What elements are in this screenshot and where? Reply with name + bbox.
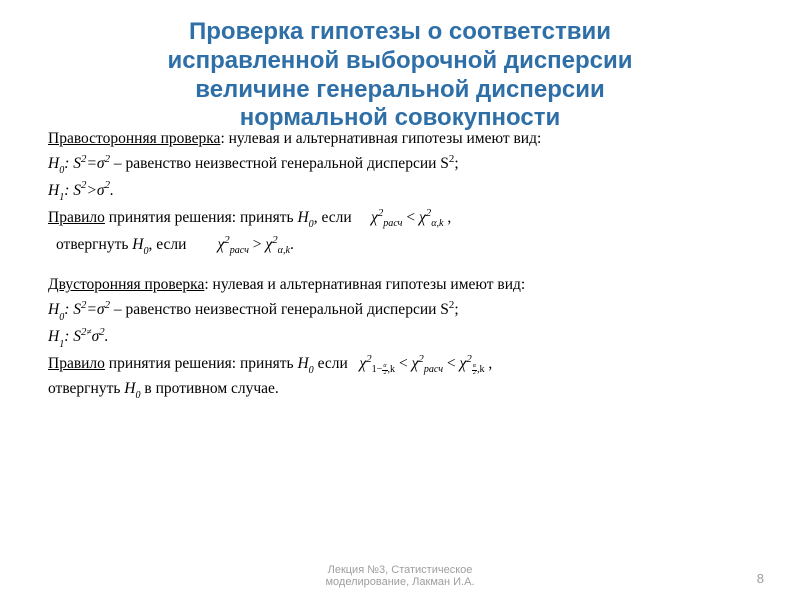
right-heading-tail: : нулевая и альтернативная гипотезы имею… [220, 130, 541, 147]
title-line-2: исправленной выборочной дисперсии [48, 47, 752, 76]
title-line-3: величине генеральной дисперсии [48, 76, 752, 105]
spacer [48, 259, 752, 273]
title-line-1: Проверка гипотезы о соответствии [48, 18, 752, 47]
chi-crit-2: χ2α,k [265, 236, 290, 253]
two-h1-line: H1: S2≠σ2. [48, 325, 752, 350]
two-h0-line: H0: S2=σ2 – равенство неизвестной генера… [48, 298, 752, 323]
slide-title: Проверка гипотезы о соответствии исправл… [48, 18, 752, 133]
right-heading: Правосторонняя проверка [48, 130, 220, 147]
two-rule-accept: Правило принятия решения: принять H0 есл… [48, 352, 752, 377]
right-h0-line: H0: S2=σ2 – равенство неизвестной генера… [48, 152, 752, 177]
page-number: 8 [757, 571, 764, 586]
footer: Лекция №3, Статистическое моделирование,… [0, 564, 800, 588]
right-h1-line: H1: S2>σ2. [48, 179, 752, 204]
footer-line-2: моделирование, Лакман И.А. [0, 576, 800, 588]
chi-calc-2: χ2расч [217, 236, 248, 253]
chi-calc-3: χ2расч [412, 355, 443, 372]
slide: Проверка гипотезы о соответствии исправл… [0, 0, 800, 600]
slide-body: Правосторонняя проверка: нулевая и альте… [48, 129, 752, 401]
chi-crit-1: χ2α,k [419, 209, 444, 226]
chi-upper: χ2α2,k [460, 355, 489, 372]
two-heading-line: Двусторонняя проверка: нулевая и альтерн… [48, 275, 752, 296]
footer-line-1: Лекция №3, Статистическое [0, 564, 800, 576]
two-rule-reject: отвергнуть H0 в противном случае. [48, 379, 752, 402]
two-heading: Двусторонняя проверка [48, 276, 204, 293]
chi-calc-1: χ2расч [371, 209, 402, 226]
right-rule-reject: отвергнуть H0, если χ2расч > χ2α,k. [48, 233, 752, 258]
right-heading-line: Правосторонняя проверка: нулевая и альте… [48, 129, 752, 150]
right-rule-accept: Правило принятия решения: принять H0, ес… [48, 206, 752, 231]
chi-lower: χ21−α2,k [359, 355, 399, 372]
two-heading-tail: : нулевая и альтернативная гипотезы имею… [204, 276, 525, 293]
